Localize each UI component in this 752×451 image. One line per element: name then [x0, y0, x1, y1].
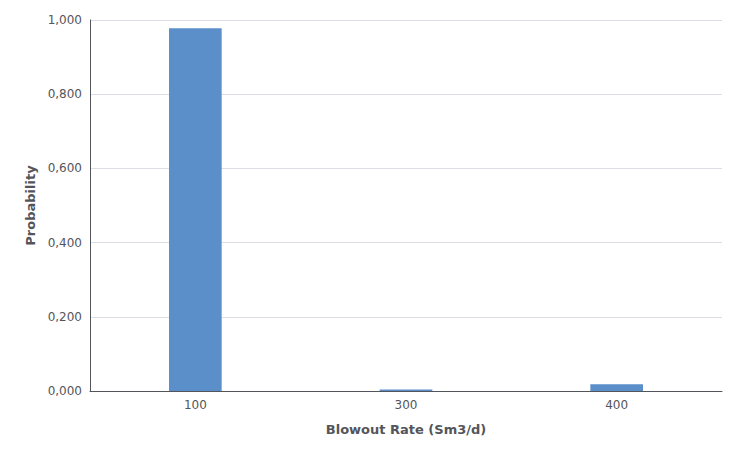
svg-text:400: 400 — [605, 398, 628, 412]
svg-text:Probability: Probability — [23, 165, 38, 246]
svg-text:300: 300 — [395, 398, 418, 412]
svg-text:0,800: 0,800 — [48, 87, 82, 101]
svg-text:0,000: 0,000 — [48, 384, 82, 398]
svg-text:0,400: 0,400 — [48, 236, 82, 250]
svg-text:Blowout Rate (Sm3/d): Blowout Rate (Sm3/d) — [326, 422, 486, 437]
svg-text:0,200: 0,200 — [48, 310, 82, 324]
svg-text:1,000: 1,000 — [48, 13, 82, 27]
svg-text:100: 100 — [184, 398, 207, 412]
svg-text:0,600: 0,600 — [48, 161, 82, 175]
